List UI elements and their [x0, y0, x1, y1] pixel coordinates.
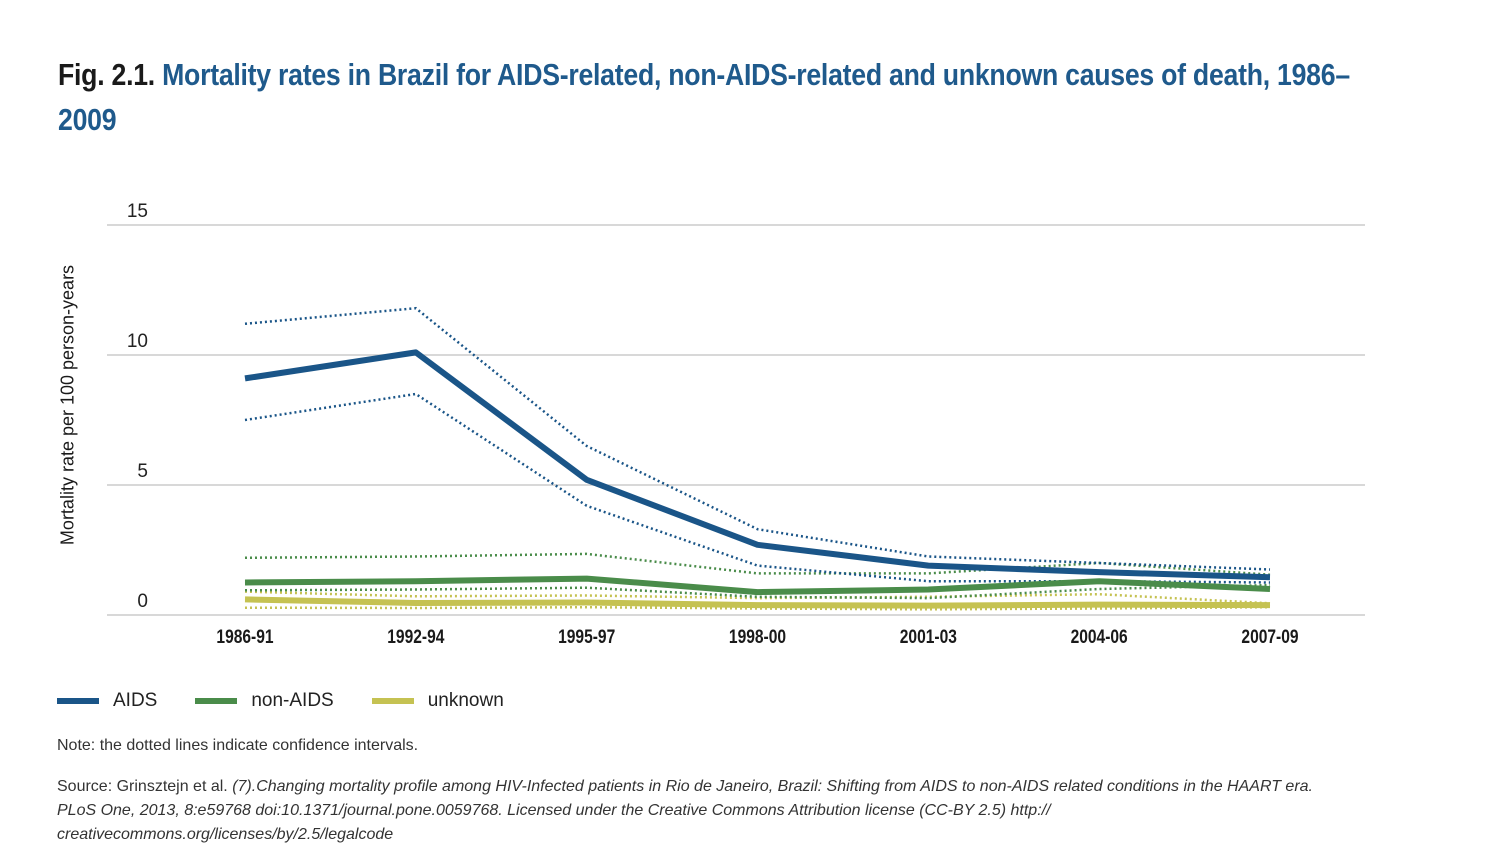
series-line-non-aids	[244, 575, 1271, 596]
y-tick-labels: 0 5 10 15	[127, 201, 148, 612]
source-prefix: Source: Grinsztejn et al.	[57, 778, 233, 795]
legend: AIDS non-AIDS unknown	[57, 690, 542, 712]
series-lines	[244, 306, 1271, 611]
x-tick-label: 1986-91	[216, 626, 273, 648]
legend-item-aids: AIDS	[57, 690, 157, 712]
y-tick-label: 5	[137, 461, 148, 482]
ci-lower-line-unknown	[244, 605, 1271, 611]
legend-swatch-non-aids	[195, 698, 238, 704]
legend-item-non-aids: non-AIDS	[195, 690, 334, 712]
x-tick-label: 2001-03	[900, 626, 957, 648]
legend-item-unknown: unknown	[371, 690, 504, 712]
figure-title: Fig. 2.1. Mortality rates in Brazil for …	[58, 52, 1400, 142]
series-line-unknown	[244, 596, 1271, 609]
ci-upper-line-aids	[244, 306, 1271, 571]
x-tick-label: 1995-97	[558, 626, 615, 648]
ci-lower-line-aids	[244, 392, 1271, 584]
gridlines	[107, 224, 1365, 616]
figure-number: Fig. 2.1.	[58, 57, 155, 92]
source-reference: (7).Changing mortality profile among HIV…	[57, 778, 1313, 843]
series-line-aids	[244, 349, 1271, 581]
x-tick-label: 1992-94	[387, 626, 444, 648]
ci-upper-line-unknown	[244, 590, 1271, 605]
x-tick-label: 1998-00	[729, 626, 786, 648]
y-tick-label: 15	[127, 201, 148, 222]
ci-lower-line-non-aids	[244, 583, 1271, 600]
x-tick-label: 2007-09	[1241, 626, 1298, 648]
y-axis-label: Mortality rate per 100 person-years	[57, 264, 78, 546]
legend-swatch-unknown	[371, 698, 414, 704]
legend-label: non-AIDS	[251, 690, 334, 711]
legend-label: unknown	[427, 690, 504, 711]
y-tick-label: 0	[137, 591, 148, 612]
note-text: Note: the dotted lines indicate confiden…	[57, 737, 419, 754]
x-tick-label: 2004-06	[1071, 626, 1128, 648]
legend-swatch-aids	[57, 698, 99, 704]
legend-label: AIDS	[113, 690, 158, 711]
figure-title-text: Mortality rates in Brazil for AIDS-relat…	[58, 57, 1350, 137]
y-tick-label: 10	[127, 331, 148, 352]
source-citation: Source: Grinsztejn et al. (7).Changing m…	[57, 775, 1337, 847]
x-tick-labels: 1986-91 1992-94 1995-97 1998-00 2001-03 2004-…	[216, 626, 1298, 648]
